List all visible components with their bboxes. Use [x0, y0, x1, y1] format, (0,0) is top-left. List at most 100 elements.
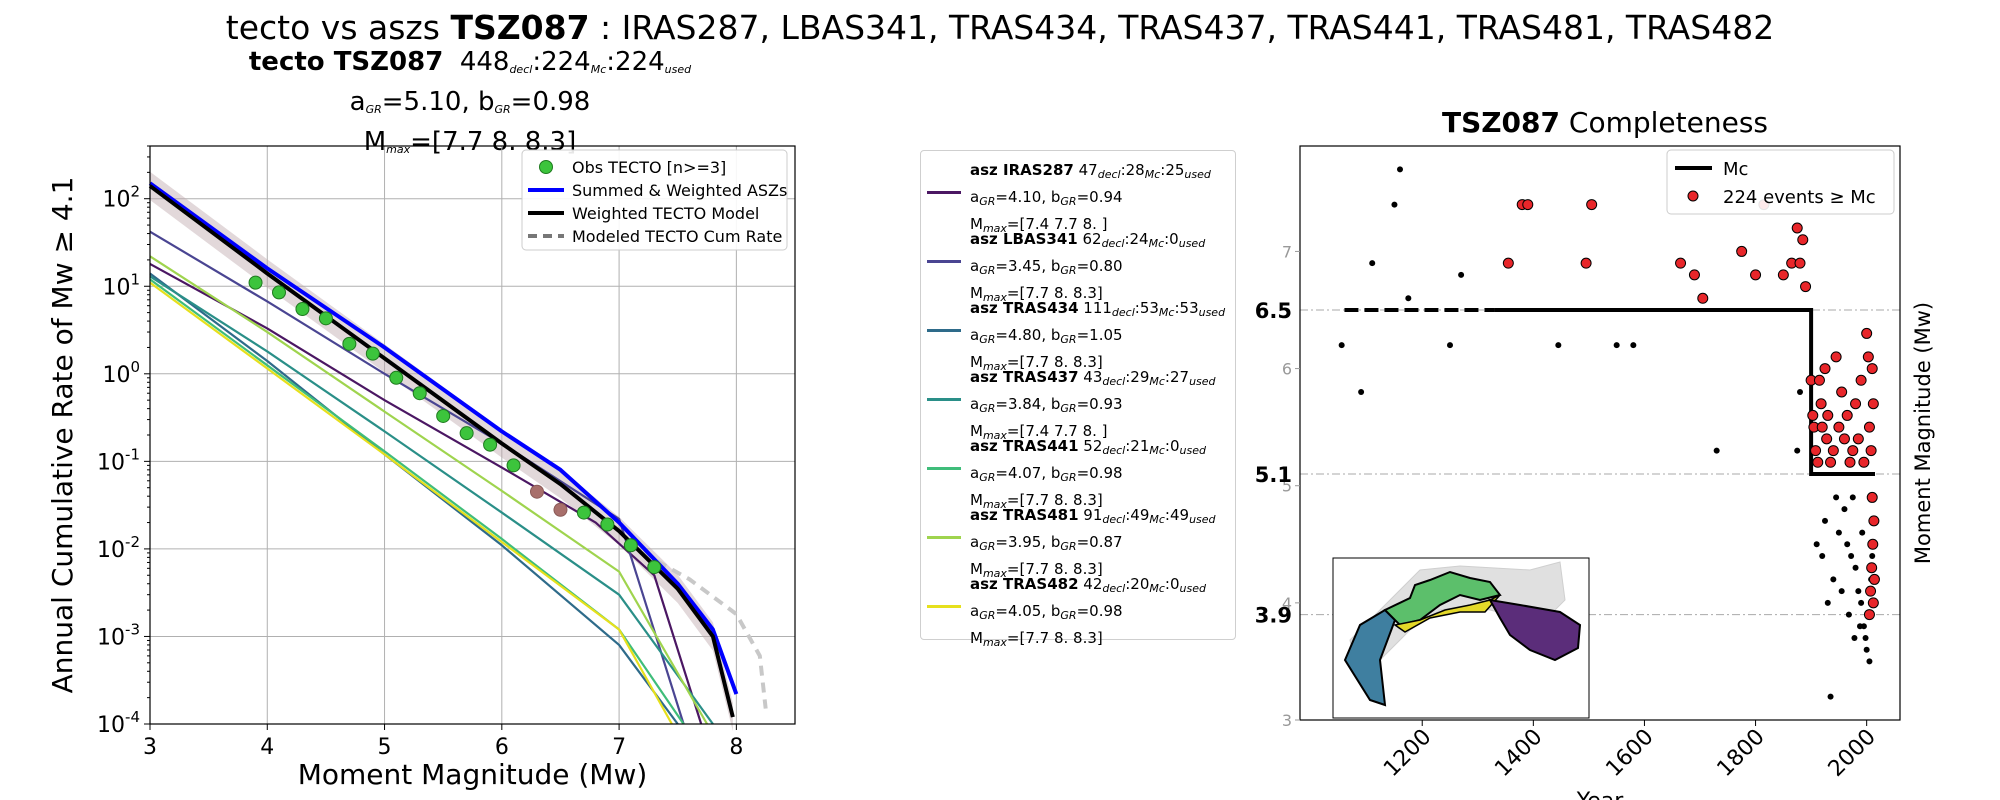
event-above-mc	[1800, 281, 1812, 293]
event-below-mc	[1827, 693, 1834, 700]
event-above-mc	[1825, 456, 1837, 468]
asz-legend-swatch	[927, 536, 961, 539]
event-above-mc	[1836, 386, 1848, 398]
asz-legend-item: asz TRAS481 91decl:49Mc:49used aGR=3.95, …	[921, 500, 1237, 580]
legend-marker	[1687, 190, 1699, 202]
x-tick-label: 1400	[1490, 725, 1547, 782]
event-below-mc	[1405, 295, 1412, 302]
x-tick-label: 2000	[1824, 725, 1881, 782]
legend-label: Weighted TECTO Model	[572, 204, 759, 223]
left-title-line2: aGR=5.10, bGR=0.98	[349, 87, 591, 117]
asz-legend-swatch	[927, 398, 961, 401]
mc-value-label: 5.1	[1255, 463, 1292, 487]
asz-legend-swatch	[927, 329, 961, 332]
event-above-mc	[1522, 199, 1534, 211]
event-above-mc	[1852, 433, 1864, 445]
right-plot-frame	[1299, 145, 1901, 721]
event-above-mc	[1586, 199, 1598, 211]
event-above-mc	[1675, 257, 1687, 269]
event-above-mc	[1868, 515, 1880, 527]
x-tick-label: 1600	[1601, 725, 1658, 782]
event-below-mc	[1863, 646, 1870, 653]
event-below-mc	[1862, 635, 1869, 641]
asz-legend-swatch	[927, 191, 961, 194]
mc-line	[1494, 308, 1875, 476]
event-above-mc	[1580, 257, 1592, 269]
x-axis-label: Moment Magnitude (Mw)	[298, 758, 648, 791]
event-below-mc	[1845, 611, 1852, 618]
observed-point	[623, 538, 638, 553]
x-axis-label: Year	[1576, 789, 1625, 800]
event-below-mc	[1369, 260, 1376, 267]
legend-label: Summed & Weighted ASZs	[572, 181, 787, 200]
event-above-mc	[1819, 363, 1831, 375]
event-below-mc	[1794, 447, 1801, 454]
observed-point	[553, 502, 568, 517]
series-line	[148, 181, 739, 695]
y-tick-label: 10-2	[97, 533, 140, 563]
observed-point	[459, 426, 474, 441]
asz-legend-item: asz TRAS482 42decl:20Mc:0used aGR=4.05, b…	[921, 569, 1237, 649]
event-above-mc	[1847, 445, 1859, 457]
y-tick-label: 6	[1282, 360, 1292, 379]
event-above-mc	[1866, 562, 1878, 574]
event-below-mc	[1797, 389, 1803, 395]
event-above-mc	[1861, 327, 1873, 339]
event-below-mc	[1338, 342, 1345, 349]
y-axis-label: Annual Cumulative Rate of Mw ≥ 4.1	[46, 177, 79, 694]
event-above-mc	[1867, 398, 1879, 410]
event-above-mc	[1502, 257, 1514, 269]
event-above-mc	[1812, 456, 1824, 468]
figure-title: tecto vs aszs TSZ087 : IRAS287, LBAS341,…	[0, 8, 2000, 47]
y-axis-label: Moment Magnitude (Mw)	[1911, 302, 1935, 564]
event-above-mc	[1816, 421, 1828, 433]
event-below-mc	[1851, 635, 1858, 641]
event-above-mc	[1797, 234, 1809, 246]
event-above-mc	[1867, 597, 1879, 609]
x-tick-label: 1200	[1379, 725, 1436, 782]
event-above-mc	[1863, 609, 1875, 621]
observed-point	[576, 505, 591, 520]
event-above-mc	[1815, 398, 1827, 410]
event-below-mc	[1824, 599, 1831, 606]
event-below-mc	[1857, 623, 1863, 630]
x-tick-label: 7	[612, 735, 626, 760]
figure-title-zone: TSZ087	[450, 8, 590, 47]
event-below-mc	[1819, 553, 1826, 559]
legend-label: Obs TECTO [n>=3]	[572, 158, 726, 177]
event-below-mc	[1858, 599, 1865, 606]
series-line	[641, 551, 768, 709]
event-above-mc	[1838, 433, 1850, 445]
model-uncertainty-band	[150, 171, 733, 732]
event-below-mc	[1835, 529, 1842, 536]
event-above-mc	[1736, 245, 1748, 257]
event-above-mc	[1791, 222, 1803, 234]
event-above-mc	[1841, 409, 1853, 421]
right-legend-box	[1666, 149, 1895, 215]
y-tick-label: 7	[1282, 242, 1292, 261]
completeness-chart: 1200 1400 1600 1800 2000 3 4 5 6 7 6.5 5.1 3.9 Year Mo…	[1255, 145, 1935, 800]
event-above-mc	[1866, 363, 1878, 375]
event-above-mc	[1865, 445, 1877, 457]
series-line	[149, 262, 703, 725]
y-tick-label: 10-1	[97, 445, 140, 475]
x-tick-label: 8	[729, 735, 743, 760]
series-line	[149, 275, 714, 725]
mc-value-label: 3.9	[1255, 604, 1292, 628]
asz-legend-item: asz IRAS287 47decl:28Mc:25used aGR=4.10, …	[921, 155, 1237, 235]
event-above-mc	[1865, 585, 1877, 597]
series-line	[149, 230, 685, 725]
event-above-mc	[1807, 409, 1819, 421]
observed-point	[318, 311, 333, 326]
observed-point	[412, 386, 427, 401]
event-above-mc	[1750, 269, 1762, 281]
event-above-mc	[1697, 292, 1709, 304]
x-tick-label: 6	[495, 735, 509, 760]
event-below-mc	[1838, 588, 1845, 595]
asz-legend-item: asz TRAS437 43decl:29Mc:27used aGR=3.84, …	[921, 362, 1237, 442]
event-above-mc	[1863, 421, 1875, 433]
event-below-mc	[1630, 342, 1637, 349]
event-below-mc	[1447, 342, 1453, 349]
event-above-mc	[1868, 573, 1880, 585]
